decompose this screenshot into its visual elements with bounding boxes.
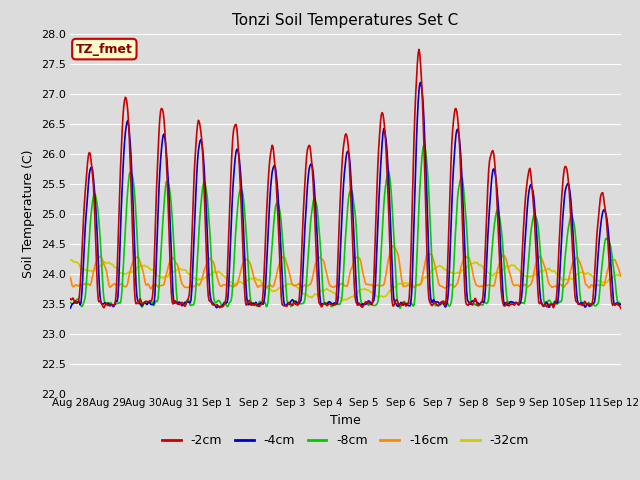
Y-axis label: Soil Temperature (C): Soil Temperature (C) <box>22 149 35 278</box>
X-axis label: Time: Time <box>330 414 361 427</box>
Text: TZ_fmet: TZ_fmet <box>76 43 132 56</box>
Legend: -2cm, -4cm, -8cm, -16cm, -32cm: -2cm, -4cm, -8cm, -16cm, -32cm <box>157 429 534 452</box>
Title: Tonzi Soil Temperatures Set C: Tonzi Soil Temperatures Set C <box>232 13 459 28</box>
